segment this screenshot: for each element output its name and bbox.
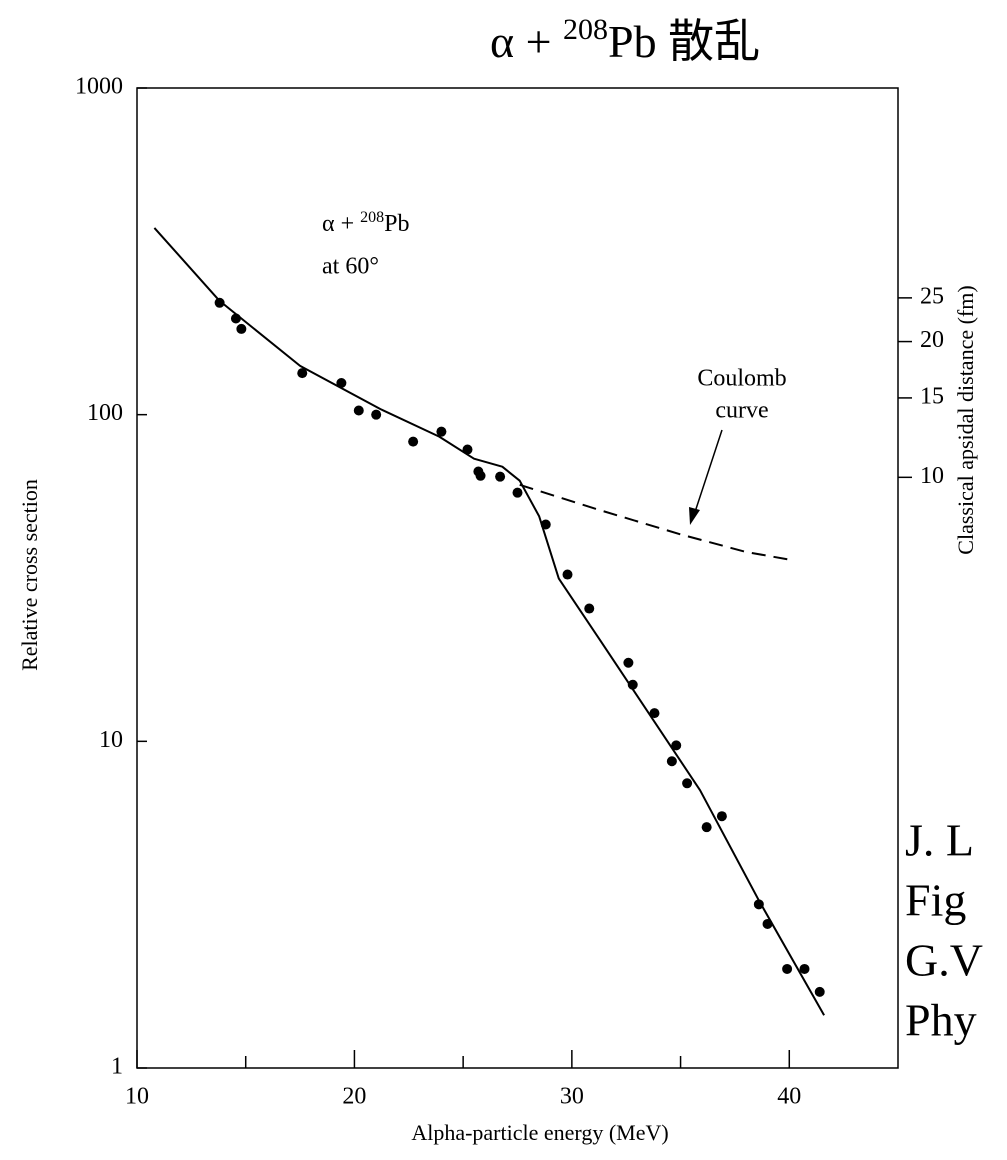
ann-prefix: α + bbox=[322, 211, 360, 237]
data-point bbox=[671, 740, 682, 751]
data-point bbox=[512, 487, 523, 498]
y-tick-label: 100 bbox=[87, 400, 123, 426]
ann-suffix: Pb bbox=[384, 211, 409, 237]
arrow-head bbox=[689, 507, 700, 525]
title-prefix: α + bbox=[490, 16, 563, 67]
dashed-curve bbox=[519, 483, 790, 561]
data-point bbox=[336, 378, 347, 389]
x-tick-label: 20 bbox=[342, 1084, 366, 1110]
x-axis-label: Alpha-particle energy (MeV) bbox=[411, 1120, 668, 1145]
y-tick-label: 1000 bbox=[75, 74, 123, 100]
data-point bbox=[782, 963, 793, 974]
data-point bbox=[753, 899, 764, 910]
reference-line: Fig bbox=[905, 875, 966, 926]
y-axis-label: Relative cross section bbox=[17, 479, 42, 671]
title-sup: 208 bbox=[563, 13, 608, 46]
data-point bbox=[353, 405, 364, 416]
data-point bbox=[716, 811, 727, 822]
data-point bbox=[297, 368, 308, 379]
data-point bbox=[214, 297, 225, 308]
data-point bbox=[799, 963, 810, 974]
data-point bbox=[236, 323, 247, 334]
data-point bbox=[666, 756, 677, 767]
data-point bbox=[814, 986, 825, 997]
plot-frame bbox=[136, 87, 899, 1069]
reference-line: J. L bbox=[905, 815, 974, 866]
annotation-coulomb: curve bbox=[715, 398, 768, 424]
annotation-reaction: α + 208Pb bbox=[322, 209, 409, 237]
y2-tick-label: 10 bbox=[920, 463, 944, 489]
reference-line: G.V bbox=[905, 935, 983, 986]
x-tick-label: 10 bbox=[125, 1084, 149, 1110]
data-point bbox=[584, 603, 595, 614]
y2-tick-label: 25 bbox=[920, 283, 944, 309]
data-point bbox=[649, 708, 660, 719]
x-tick-label: 30 bbox=[560, 1084, 584, 1110]
data-point bbox=[371, 409, 382, 420]
reference-line: Phy bbox=[905, 995, 977, 1046]
data-point bbox=[682, 778, 693, 789]
data-point bbox=[562, 569, 573, 580]
data-point bbox=[701, 822, 712, 833]
y-tick-label: 1 bbox=[111, 1054, 123, 1080]
ann-sup: 208 bbox=[360, 209, 384, 226]
data-point bbox=[475, 470, 486, 481]
y2-tick-label: 15 bbox=[920, 383, 944, 409]
title-suffix: Pb 散乱 bbox=[608, 16, 760, 67]
arrow-shaft bbox=[694, 429, 723, 513]
y2-axis-label: Classical apsidal distance (fm) bbox=[953, 285, 978, 554]
x-tick-label: 40 bbox=[777, 1084, 801, 1110]
data-point bbox=[436, 426, 447, 437]
data-point bbox=[495, 471, 506, 482]
data-point bbox=[408, 436, 419, 447]
annotation-angle: at 60° bbox=[322, 254, 379, 280]
annotation-coulomb: Coulomb bbox=[697, 366, 786, 392]
data-point bbox=[623, 657, 634, 668]
chart-title: α + 208Pb 散乱 bbox=[490, 13, 760, 67]
y-tick-label: 10 bbox=[99, 727, 123, 753]
y2-tick-label: 20 bbox=[920, 327, 944, 353]
fit-curve bbox=[153, 227, 825, 1016]
data-point bbox=[627, 679, 638, 690]
